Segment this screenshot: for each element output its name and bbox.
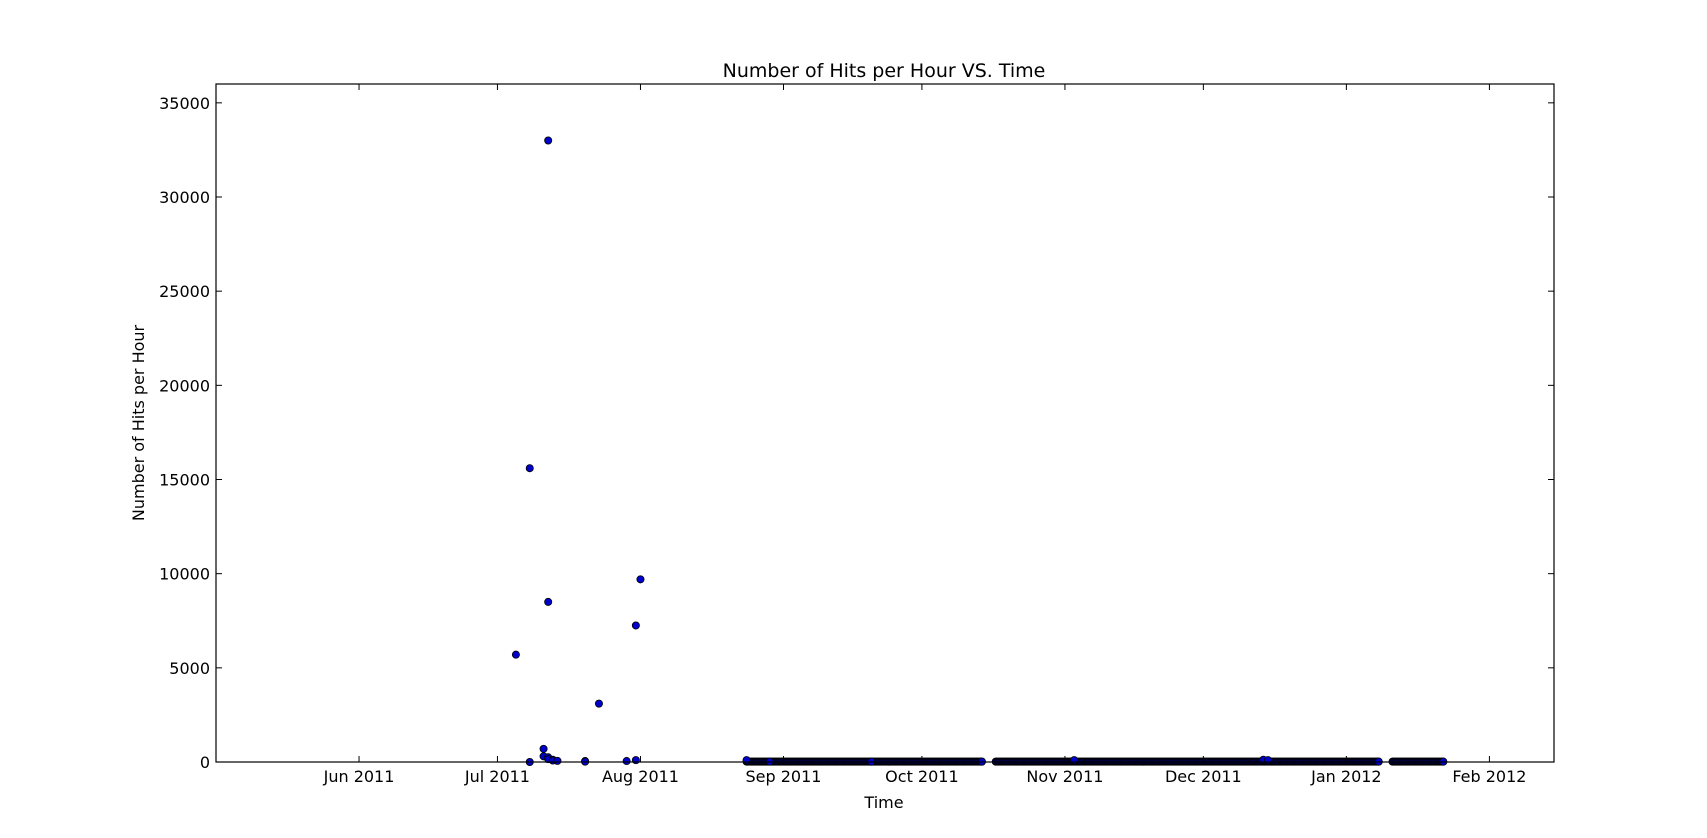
y-tick-label: 10000: [159, 565, 210, 584]
x-tick-label: Aug 2011: [602, 767, 679, 786]
x-tick-label: Nov 2011: [1026, 767, 1103, 786]
x-axis: Jun 2011 Jul 2011 Aug 2011 Sep 2011 Oct 2011…: [323, 84, 1526, 786]
y-tick-label: 0: [200, 753, 210, 772]
data-point: [544, 597, 553, 606]
data-point: [553, 756, 562, 765]
data-point: [544, 136, 553, 145]
data-point: [742, 756, 751, 765]
x-tick-label: Dec 2011: [1165, 767, 1242, 786]
chart-title: Number of Hits per Hour VS. Time: [723, 60, 1046, 82]
data-point: [1070, 756, 1079, 765]
data-point: [594, 699, 603, 708]
x-tick-label: Oct 2011: [885, 767, 958, 786]
data-point: [539, 744, 548, 753]
data-point: [1263, 756, 1272, 765]
y-tick-label: 15000: [159, 471, 210, 490]
data-point: [631, 621, 640, 630]
plot-area: [511, 136, 1448, 767]
y-axis-label: Number of Hits per Hour: [129, 324, 148, 521]
data-point: [525, 464, 534, 473]
plot-frame: [215, 83, 1555, 763]
x-tick-label: Feb 2012: [1452, 767, 1526, 786]
x-axis-label: Time: [863, 793, 903, 812]
y-tick-label: 25000: [159, 282, 210, 301]
x-tick-label: Sep 2011: [746, 767, 822, 786]
data-point: [511, 650, 520, 659]
data-point: [631, 756, 640, 765]
y-tick-label: 35000: [159, 94, 210, 113]
x-tick-label: Jul 2011: [464, 767, 530, 786]
x-tick-label: Jan 2012: [1310, 767, 1381, 786]
y-tick-label: 30000: [159, 188, 210, 207]
x-tick-label: Jun 2011: [323, 767, 395, 786]
y-axis: 0 5000 10000 15000 20000 25000 30000 35000: [159, 94, 1554, 772]
y-tick-label: 5000: [169, 659, 210, 678]
data-point: [636, 575, 645, 584]
data-point: [622, 757, 631, 766]
y-tick-label: 20000: [159, 376, 210, 395]
